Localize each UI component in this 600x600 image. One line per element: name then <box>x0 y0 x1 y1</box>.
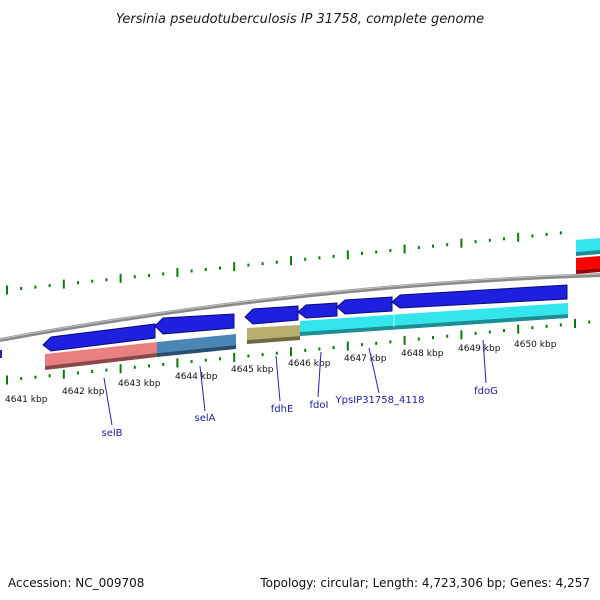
scale-labels: 4641 kbp 4642 kbp 4643 kbp 4644 kbp 4645… <box>5 340 557 405</box>
top-right-red-feature <box>576 256 600 270</box>
upper-scale-track <box>6 231 562 295</box>
scale-label: 4647 kbp <box>344 354 387 364</box>
gene-arrows <box>42 284 568 352</box>
accession-label: Accession: NC_009708 <box>8 576 144 590</box>
gene-arrow-fdoG <box>391 284 568 309</box>
genome-backbone-highlight <box>0 273 600 340</box>
gene-label-fdoG: fdoG <box>474 386 498 397</box>
scale-label: 4648 kbp <box>401 349 444 359</box>
scale-label: 4646 kbp <box>288 359 331 369</box>
gene-arrow-fdhE <box>244 305 299 325</box>
feature-segment-fdhE <box>247 325 300 340</box>
feature-segment-selA <box>157 334 236 353</box>
top-right-cyan-feature-shadow <box>576 250 600 256</box>
gene-label-lines <box>103 339 487 426</box>
label-line-fdoI <box>317 351 322 398</box>
top-right-red-feature-shadow <box>576 268 600 274</box>
gene-label-fdoI: fdoI <box>310 400 329 411</box>
scale-label: 4649 kbp <box>458 344 501 354</box>
gene-label-selA: selA <box>195 413 216 424</box>
feature-segment-selB-shadow <box>45 353 157 370</box>
feature-segment-selA-shadow <box>157 345 236 357</box>
scale-label: 4641 kbp <box>5 395 48 405</box>
feature-segment-fdo <box>300 303 568 332</box>
feature-segment-selB <box>45 342 157 366</box>
label-line-fdoG <box>482 339 487 384</box>
label-line-YpsIP31758_4118 <box>368 347 380 394</box>
gene-arrow-selB <box>42 323 156 352</box>
map-title: Yersinia pseudotuberculosis IP 31758, co… <box>116 12 484 27</box>
label-line-selB <box>103 377 113 426</box>
feature-bar <box>45 303 568 370</box>
gene-label-selB: selB <box>101 428 122 439</box>
label-line-fdhE <box>275 355 281 402</box>
top-right-cyan-feature <box>576 238 600 252</box>
lower-scale-track <box>6 319 591 385</box>
gene-label-YpsIP31758_4118: YpsIP31758_4118 <box>335 395 425 406</box>
scale-label: 4645 kbp <box>231 365 274 375</box>
gene-arrow-selA <box>154 313 235 335</box>
gene-arrow-fdoI <box>297 302 338 319</box>
scale-label: 4643 kbp <box>118 379 161 389</box>
genome-summary-label: Topology: circular; Length: 4,723,306 bp… <box>259 576 590 590</box>
feature-segment-fdo-shadow <box>300 314 568 336</box>
gene-arrow-YpsIP31758_4118 <box>336 296 393 315</box>
feature-segment-fdhE-shadow <box>247 336 300 344</box>
gene-labels: selB selA fdhE fdoI YpsIP31758_4118 fdoG <box>101 386 497 439</box>
offscreen-label-fragment <box>0 350 2 358</box>
scale-label: 4642 kbp <box>62 387 105 397</box>
scale-label: 4650 kbp <box>514 340 557 350</box>
scale-label: 4644 kbp <box>175 372 218 382</box>
genome-backbone <box>0 273 600 342</box>
label-line-selA <box>199 365 206 412</box>
gene-label-fdhE: fdhE <box>271 404 294 415</box>
